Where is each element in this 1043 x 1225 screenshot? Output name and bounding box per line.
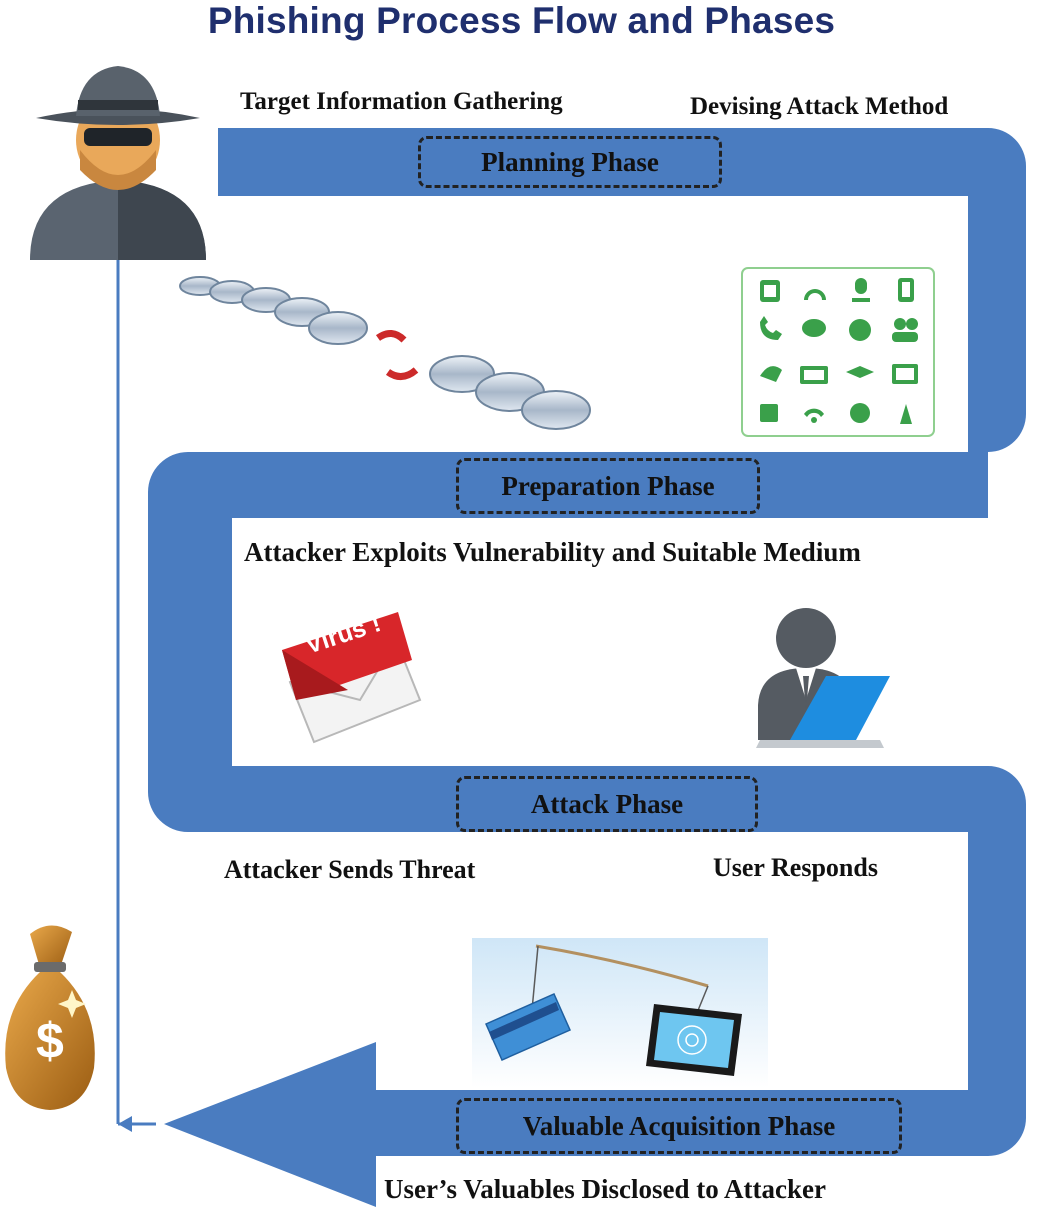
planning-phase-label: Planning Phase: [481, 146, 659, 177]
attack-phase-box: Attack Phase: [456, 776, 758, 832]
attack-phase-label: Attack Phase: [530, 788, 684, 819]
acquisition-phase-box: Valuable Acquisition Phase: [456, 1098, 902, 1154]
step-valuables-disclosed: User’s Valuables Disclosed to Attacker: [384, 1174, 826, 1204]
preparation-phase-box: Preparation Phase: [456, 458, 760, 514]
user-at-laptop-icon: [756, 608, 890, 748]
page-title: Phishing Process Flow and Phases: [207, 0, 836, 41]
preparation-phase-label: Preparation Phase: [501, 470, 715, 501]
money-bag-icon: [5, 925, 95, 1110]
step-sends-threat: Attacker Sends Threat: [224, 855, 476, 884]
phishing-card-hook-icon: [472, 938, 768, 1088]
hacker-icon: [30, 66, 206, 260]
money-bag-symbol: $: [36, 1013, 64, 1069]
virus-email-icon: [282, 612, 422, 744]
step-user-responds: User Responds: [713, 853, 878, 882]
step-exploits: Attacker Exploits Vulnerability and Suit…: [244, 537, 861, 567]
acquisition-phase-label: Valuable Acquisition Phase: [522, 1110, 836, 1141]
return-line: [116, 250, 156, 1132]
flow-band: [148, 128, 1026, 1207]
step-target-information: Target Information Gathering: [240, 88, 563, 115]
planning-phase-box: Planning Phase: [418, 136, 722, 188]
communication-media-grid-icon: [741, 267, 935, 437]
broken-chain-icon: [179, 276, 591, 430]
step-devising-method: Devising Attack Method: [690, 93, 949, 120]
